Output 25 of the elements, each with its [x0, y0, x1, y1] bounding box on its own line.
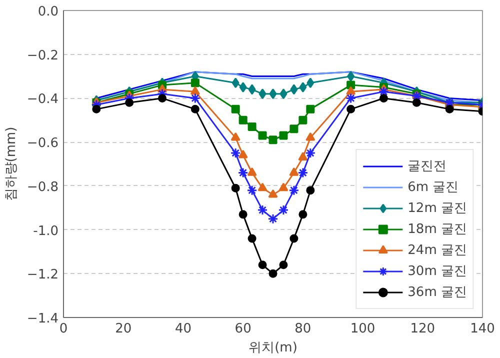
x-tick-label: 40 — [174, 322, 192, 336]
x-tick-label: 120 — [410, 322, 436, 336]
legend-label: 18m 굴진 — [408, 221, 467, 238]
x-tick-label: 0 — [59, 322, 68, 336]
x-axis-title: 위치(m) — [248, 340, 298, 356]
y-tick-label: -1.0 — [33, 224, 59, 239]
y-tick-label: −1.2 — [26, 268, 59, 283]
y-tick-label: −0.6 — [26, 136, 59, 152]
legend-label: 30m 굴진 — [408, 263, 467, 280]
x-tick-label: 80 — [294, 322, 312, 336]
x-tick-label: 60 — [234, 322, 252, 336]
legend-label: 6m 굴진 — [408, 179, 459, 196]
y-tick-label: −1.4 — [26, 312, 59, 326]
x-tick-label: 100 — [350, 322, 376, 336]
x-tick-label: 140 — [470, 322, 495, 336]
legend-label: 굴진전 — [408, 158, 447, 175]
y-tick-label: 0.0 — [38, 4, 59, 20]
y-tick-label: −0.2 — [26, 48, 59, 64]
y-axis-title: 침하량(mm) — [4, 126, 19, 202]
x-tick-label: 20 — [115, 322, 132, 336]
legend-label: 36m 굴진 — [408, 284, 467, 301]
y-tick-label: −0.4 — [26, 92, 59, 108]
legend-label: 12m 굴진 — [408, 200, 467, 217]
y-tick-label: −0.8 — [26, 180, 59, 195]
legend-label: 24m 굴진 — [408, 242, 467, 259]
